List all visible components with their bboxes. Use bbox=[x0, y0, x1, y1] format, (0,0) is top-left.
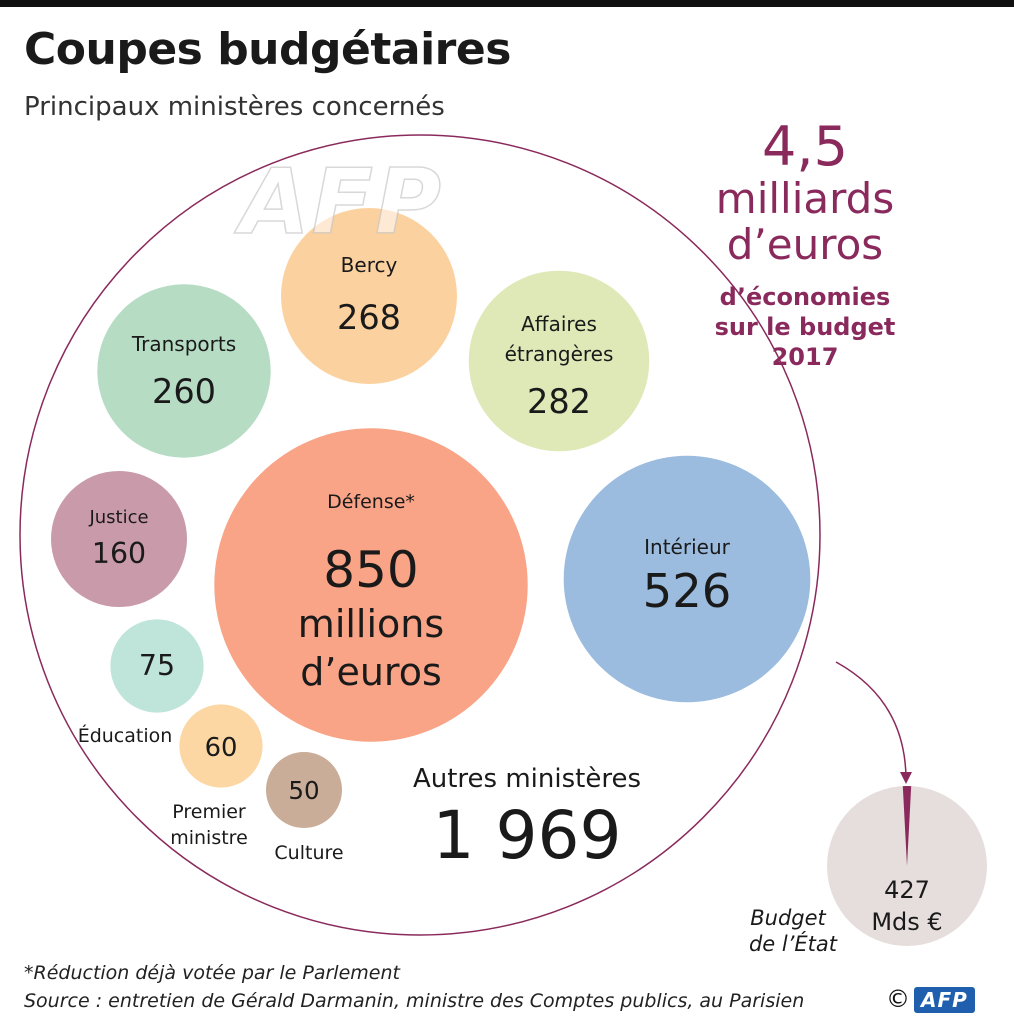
bubble-label-transports: Transports bbox=[131, 332, 236, 356]
bubble-affaires-étrangères bbox=[468, 270, 650, 452]
page-subtitle: Principaux ministères concernés bbox=[24, 92, 445, 122]
bubble-label-éducation: Éducation bbox=[78, 724, 173, 747]
bubble-label-premier-ministre-line2: ministre bbox=[170, 827, 248, 849]
bubble-transports bbox=[97, 284, 271, 458]
bubble-label-premier-ministre-line1: Premier bbox=[172, 801, 246, 823]
copyright-symbol: © bbox=[886, 985, 910, 1013]
bubble-value-éducation: 75 bbox=[139, 649, 175, 682]
bubble-value-affaires-étrangères: 282 bbox=[527, 382, 591, 421]
page-title: Coupes budgétaires bbox=[24, 24, 511, 75]
budget-arrow-head bbox=[900, 772, 912, 784]
other-ministries-value: 1 969 bbox=[433, 797, 622, 874]
bubble-value-justice: 160 bbox=[92, 537, 146, 570]
afp-logo-text: AFP bbox=[914, 987, 975, 1013]
budget-value-line2: Mds € bbox=[871, 908, 942, 936]
budget-label-line2: de l’État bbox=[749, 931, 838, 956]
bubble-bercy bbox=[281, 208, 457, 384]
bubble-sublabel-défense-line1: millions bbox=[298, 602, 444, 646]
total-desc-line3: 2017 bbox=[771, 343, 839, 371]
bubble-value-premier-ministre: 60 bbox=[205, 733, 238, 763]
bubble-éducation bbox=[110, 619, 204, 713]
total-savings: 4,5 milliards d’euros d’économies sur le… bbox=[690, 118, 920, 372]
bubble-label-culture: Culture bbox=[274, 842, 343, 864]
total-outline-circle bbox=[19, 134, 821, 936]
afp-logo: © AFP bbox=[886, 985, 975, 1013]
bubble-premier-ministre bbox=[179, 704, 263, 788]
afp-watermark: AFP bbox=[239, 149, 444, 256]
bubble-label-justice: Justice bbox=[88, 507, 148, 528]
budget-label-line1: Budget bbox=[750, 906, 826, 930]
total-desc-line2: sur le budget bbox=[714, 313, 896, 341]
bubble-culture bbox=[266, 752, 342, 828]
total-desc-line1: d’économies bbox=[719, 283, 891, 311]
total-value: 4,5 bbox=[762, 115, 848, 178]
budget-arrow-line bbox=[835, 661, 907, 779]
bubble-justice bbox=[51, 471, 187, 607]
bubble-sublabel-défense-line2: d’euros bbox=[300, 650, 442, 694]
total-unit-line1: milliards bbox=[715, 174, 895, 223]
other-ministries-label: Autres ministères bbox=[413, 764, 641, 794]
bubble-value-défense: 850 bbox=[323, 541, 418, 599]
bubble-label-affaires-étrangères-line1: Affaires bbox=[521, 312, 597, 336]
total-unit-line2: d’euros bbox=[726, 220, 884, 269]
bubble-value-culture: 50 bbox=[288, 776, 319, 805]
source-note: Source : entretien de Gérald Darmanin, m… bbox=[24, 990, 805, 1012]
bubble-label-bercy: Bercy bbox=[341, 253, 398, 277]
footnote: *Réduction déjà votée par le Parlement bbox=[24, 962, 400, 984]
bubble-value-transports: 260 bbox=[152, 372, 216, 411]
bubble-label-intérieur: Intérieur bbox=[644, 535, 730, 559]
top-bar bbox=[0, 0, 1014, 7]
bubble-intérieur bbox=[563, 455, 811, 703]
budget-savings-slice bbox=[902, 785, 912, 866]
budget-value-line1: 427 bbox=[884, 876, 930, 904]
bubble-value-intérieur: 526 bbox=[643, 564, 732, 618]
bubble-label-défense: Défense* bbox=[327, 491, 415, 513]
bubble-value-bercy: 268 bbox=[337, 298, 401, 337]
total-desc: d’économies sur le budget 2017 bbox=[690, 282, 920, 372]
bubble-label-affaires-étrangères-line2: étrangères bbox=[505, 342, 614, 366]
bubble-défense bbox=[214, 428, 528, 742]
